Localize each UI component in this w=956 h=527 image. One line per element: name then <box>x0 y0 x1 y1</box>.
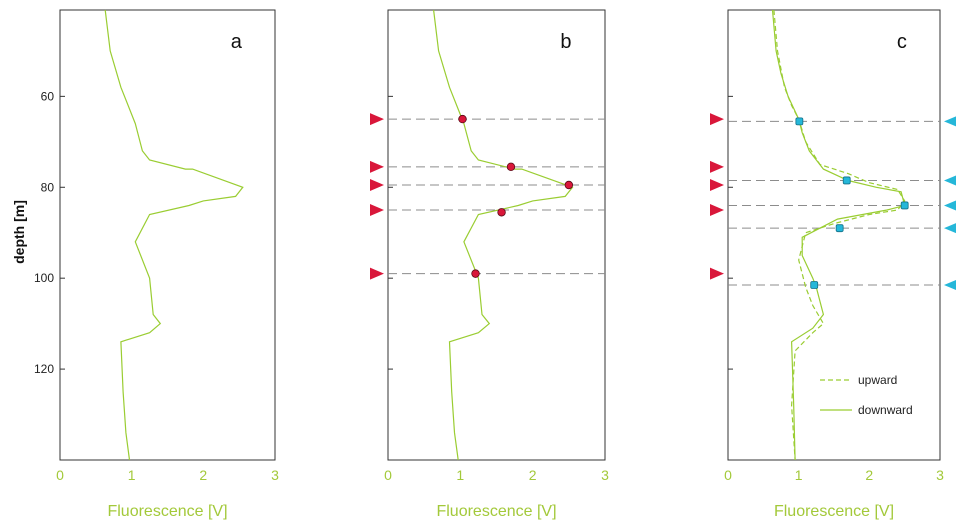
xlabel: Fluorescence [V] <box>774 503 894 520</box>
panel-b: 0 1 2 3 Fluorescence [V] b <box>370 9 609 520</box>
sample-marker <box>497 208 506 217</box>
x-tick-label: 1 <box>795 467 803 483</box>
depth-triangle-marker <box>370 179 384 191</box>
x-tick-label: 3 <box>601 467 609 483</box>
x-tick-label: 1 <box>128 467 136 483</box>
series-line-profile <box>433 9 574 461</box>
depth-triangle-marker <box>944 280 956 290</box>
sample-marker <box>900 201 909 210</box>
sample-marker <box>471 269 480 278</box>
panel-label: b <box>560 31 571 53</box>
x-tick-label: 2 <box>199 467 207 483</box>
series-line-profile <box>104 9 244 461</box>
sample-marker <box>458 114 467 124</box>
xlabel: Fluorescence [V] <box>107 503 227 520</box>
x-tick-label: 3 <box>936 467 944 483</box>
legend-label: upward <box>858 373 897 387</box>
y-tick-label: 80 <box>41 180 55 194</box>
depth-triangle-marker <box>710 267 724 280</box>
depth-triangle-marker <box>710 179 724 191</box>
x-tick-label: 3 <box>271 467 279 483</box>
plot-frame <box>727 9 941 461</box>
panel-c: 0 1 2 3 Fluorescence [V] c upward downward <box>710 9 956 520</box>
sample-marker <box>564 180 574 190</box>
plot-frame <box>387 9 606 461</box>
x-tick-label: 2 <box>865 467 873 483</box>
sample-marker <box>842 176 851 185</box>
panel-a: 60 80 100 120 0 1 2 3 Fluorescence [V] a <box>34 9 279 520</box>
depth-triangle-marker <box>710 204 724 216</box>
depth-triangle-marker <box>944 223 956 234</box>
x-tick-label: 0 <box>724 467 732 483</box>
depth-triangle-marker <box>370 267 384 280</box>
y-tick-label: 120 <box>34 362 54 376</box>
depth-triangle-marker <box>370 113 384 126</box>
y-tick-label: 60 <box>41 89 55 103</box>
sample-marker <box>835 224 844 233</box>
ylabel: depth [m] <box>11 200 27 264</box>
panel-label: c <box>897 31 907 53</box>
x-tick-label: 0 <box>384 467 392 483</box>
y-tick-label: 100 <box>34 271 54 285</box>
depth-triangle-marker <box>944 116 956 127</box>
depth-triangle-marker <box>370 160 384 173</box>
depth-triangle-marker <box>944 175 956 186</box>
panel-label: a <box>231 31 243 53</box>
legend-label: downward <box>858 403 913 417</box>
depth-triangle-marker <box>944 200 956 211</box>
xlabel: Fluorescence [V] <box>436 503 556 520</box>
sample-marker <box>810 281 819 289</box>
x-tick-label: 0 <box>56 467 64 483</box>
sample-marker <box>506 162 516 172</box>
sample-marker <box>795 117 804 126</box>
x-tick-label: 1 <box>456 467 464 483</box>
depth-triangle-marker <box>370 204 384 216</box>
plot-frame <box>59 9 276 461</box>
depth-triangle-marker <box>710 113 724 126</box>
x-tick-label: 2 <box>529 467 537 483</box>
depth-triangle-marker <box>710 160 724 173</box>
series-line-downward <box>771 9 906 461</box>
